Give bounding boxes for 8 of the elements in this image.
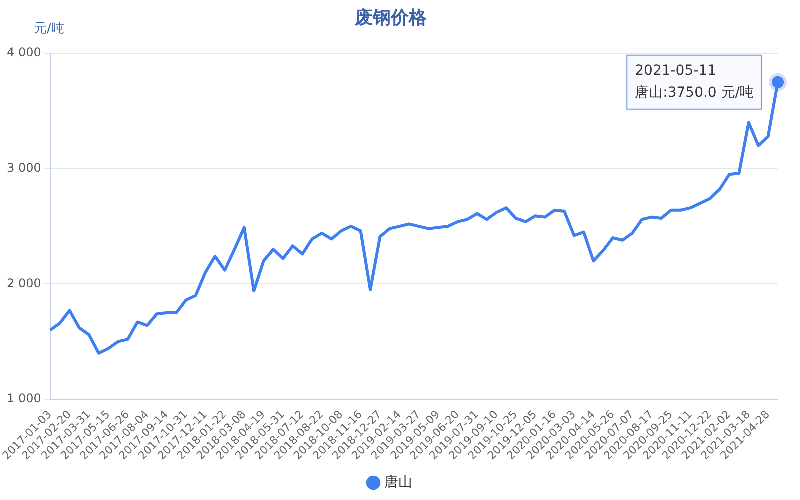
y-tick-label: 4 000 bbox=[6, 46, 42, 60]
y-axis-title: 元/吨 bbox=[34, 21, 64, 36]
y-tick-label: 1 000 bbox=[6, 392, 42, 406]
y-tick-label: 3 000 bbox=[6, 161, 42, 176]
chart-title: 废钢价格 bbox=[354, 7, 428, 28]
legend-label: 唐山 bbox=[384, 474, 412, 491]
y-tick-label: 2 000 bbox=[6, 276, 42, 290]
annotation: 2021-05-11 唐山:3750.0 元/吨 bbox=[635, 63, 754, 102]
